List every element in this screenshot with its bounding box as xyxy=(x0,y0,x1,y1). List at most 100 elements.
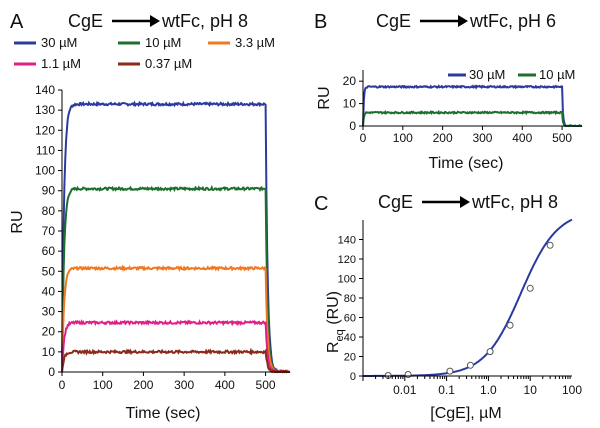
panel-a-legend: 30 µM 10 µM 3.3 µM 1.1 µM 0.37 µM xyxy=(14,35,275,71)
panel-a-legend-item-10-m: 10 µM xyxy=(118,35,181,50)
panel-a-series-30-m xyxy=(61,100,291,374)
panel-a-legend-label: 10 µM xyxy=(145,35,181,50)
panel-a-series-10-m xyxy=(61,184,290,374)
panel-a-x-tick-label: 500 xyxy=(256,378,276,392)
panel-a-legend-item-30-m: 30 µM xyxy=(14,35,77,50)
panel-a-y-tick-label: 70 xyxy=(42,224,56,238)
panel-a-legend-label: 0.37 µM xyxy=(145,56,192,71)
panel-b-title-arrow xyxy=(420,15,468,27)
panel-b-x-tick-label: 400 xyxy=(512,131,532,145)
panel-c: C CgE wtFc, pH 8 0 20 40 60 80 100 120 140 0.01 0… xyxy=(314,192,582,422)
panel-a-y-tick-label: 90 xyxy=(42,184,56,198)
panel-c-y-tick-label: 0 xyxy=(350,371,356,383)
panel-b-series xyxy=(362,84,583,128)
panel-b-legend-label: 30 µM xyxy=(469,67,505,82)
panel-b-y-tick-label: 0 xyxy=(349,119,356,133)
panel-c-fit-curve xyxy=(363,218,573,377)
panel-a-x-tick-label: 400 xyxy=(215,378,235,392)
panel-a-x-tick-label: 0 xyxy=(59,378,66,392)
panel-c-x-tick-label: 100 xyxy=(562,383,582,397)
panel-c-y-tick-label: 140 xyxy=(338,235,356,247)
panel-c-x-tick-label: 1.0 xyxy=(480,383,497,397)
panel-a-series-0-37-m xyxy=(61,347,291,374)
panel-a-y-tick-label: 10 xyxy=(42,345,56,359)
panel-a-x-tick-label: 200 xyxy=(133,378,153,392)
panel-b-series-10-m xyxy=(362,109,583,128)
panel-b-legend: 30 µM 10 µM xyxy=(448,67,575,82)
panel-b-x-tick-label: 500 xyxy=(552,131,572,145)
panel-c-title-right: wtFc, pH 8 xyxy=(471,192,558,212)
panel-a-legend-label: 30 µM xyxy=(41,35,77,50)
panel-a-legend-label: 3.3 µM xyxy=(235,35,275,50)
panel-c-y-axis-title-sub: eq xyxy=(334,329,346,341)
panel-a-legend-item-0-37-m: 0.37 µM xyxy=(118,56,192,71)
panel-a-series-3-3-m xyxy=(61,264,290,374)
panel-b-y-tick-label: 10 xyxy=(343,97,357,111)
panel-b-title-right: wtFc, pH 6 xyxy=(469,11,556,31)
panel-b-legend-item-30-m: 30 µM xyxy=(448,67,505,82)
panel-c-y-tick-label: 40 xyxy=(344,332,356,344)
panel-c-x-axis-title: [CgE], µM xyxy=(430,405,501,422)
panel-c-x-tick-label: 0.1 xyxy=(438,383,455,397)
panel-c-y-tick-label: 100 xyxy=(338,274,356,286)
panel-a-title-arrow xyxy=(112,15,160,27)
panel-a-title-right: wtFc, pH 8 xyxy=(161,11,248,31)
panel-c-data-point xyxy=(546,241,554,249)
panel-c-y-tick-label: 120 xyxy=(338,254,356,266)
panel-c-y-tick-label: 80 xyxy=(344,293,356,305)
panel-b-x-axis-title: Time (sec) xyxy=(429,155,504,172)
panel-c-points xyxy=(384,241,554,379)
panel-a-x-tick-label: 300 xyxy=(174,378,194,392)
panel-a-y-tick-label: 80 xyxy=(42,204,56,218)
panel-b-y-tick-label: 20 xyxy=(343,74,357,88)
panel-b-y-axis-title: RU xyxy=(316,86,333,109)
panel-a-series-1-1-m xyxy=(61,319,290,374)
panel-c-fit xyxy=(363,218,573,377)
panel-c-y-tick-label: 60 xyxy=(344,313,356,325)
panel-a-legend-item-3-3-m: 3.3 µM xyxy=(208,35,275,50)
panel-b-legend-item-10-m: 10 µM xyxy=(518,67,575,82)
panel-c-data-point xyxy=(404,371,412,378)
panel-b-x-tick-label: 200 xyxy=(433,131,453,145)
panel-c-y-tick-label: 20 xyxy=(344,352,356,364)
panel-b-x-tick-label: 300 xyxy=(472,131,492,145)
panel-a-y-tick-label: 100 xyxy=(35,164,55,178)
panel-b-x-tick-label: 100 xyxy=(393,131,413,145)
panel-c-title-left: CgE xyxy=(378,192,413,212)
panel-b-letter: B xyxy=(314,11,327,33)
panel-c-x-tick-label: 10 xyxy=(524,383,538,397)
panel-a-letter: A xyxy=(10,11,24,33)
panel-a-y-tick-label: 0 xyxy=(48,365,55,379)
panel-a-y-tick-label: 120 xyxy=(35,123,55,137)
panel-a-series xyxy=(61,100,291,374)
panel-c-letter: C xyxy=(314,193,328,215)
panel-b-legend-label: 10 µM xyxy=(539,67,575,82)
panel-a-y-tick-label: 140 xyxy=(35,83,55,97)
panel-c-data-point xyxy=(526,284,534,292)
panel-c-y-axis-title-rest: (RU) xyxy=(325,291,342,329)
panel-c-x-tick-label: 0.01 xyxy=(393,383,417,397)
panel-a-y-tick-label: 110 xyxy=(36,143,55,157)
panel-a-y-tick-label: 60 xyxy=(42,244,56,258)
panel-a-title-left: CgE xyxy=(68,11,103,31)
panel-a-legend-item-1-1-m: 1.1 µM xyxy=(14,56,81,71)
panel-a-x-tick-label: 100 xyxy=(93,378,113,392)
panel-c-y-axis-title: Req (RU) xyxy=(325,291,346,353)
panel-a-y-tick-label: 40 xyxy=(42,284,56,298)
panel-a-y-tick-label: 20 xyxy=(42,325,56,339)
panel-a-y-tick-label: 130 xyxy=(35,103,55,117)
panel-b-series-30-m xyxy=(362,84,582,127)
panel-c-data-point xyxy=(466,361,474,369)
panel-c-title-arrow xyxy=(422,196,470,208)
panel-c-data-point xyxy=(486,348,494,356)
panel-a-y-tick-label: 50 xyxy=(42,264,56,278)
panel-c-data-point xyxy=(506,321,514,329)
panel-a-legend-label: 1.1 µM xyxy=(41,56,81,71)
panel-b-title-left: CgE xyxy=(376,11,411,31)
panel-a-y-axis-title: RU xyxy=(9,210,26,233)
panel-b-x-tick-label: 0 xyxy=(360,131,367,145)
panel-a: A CgE wtFc, pH 8 30 µM 10 µM 3.3 µM 1.1 µM 0… xyxy=(9,11,291,422)
panel-c-y-axis-title-main: R xyxy=(325,341,342,353)
